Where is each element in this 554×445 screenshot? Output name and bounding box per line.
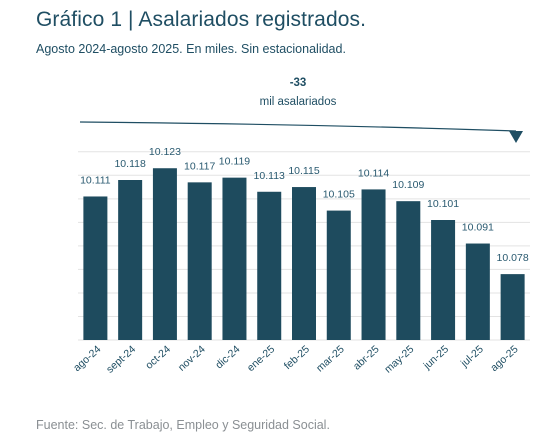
bar-ago-24 [83,196,108,340]
value-label: 10.117 [184,160,215,172]
x-tick-label: nov-24 [176,343,208,374]
x-tick-label: mar-25 [314,343,347,374]
value-label: 10.115 [288,165,319,177]
value-label: 10.111 [80,174,111,186]
value-label: 10.078 [497,252,529,264]
value-label: 10.123 [149,146,181,158]
annotation-text: mil asalariados [260,96,337,108]
x-tick-labels: ago-24 sept-24 oct-24 nov-24 dic-24 ene-25 feb… [71,343,521,375]
x-tick-label: may-25 [382,343,416,375]
value-label: 10.118 [114,158,145,170]
bar-dic-24 [222,177,247,340]
value-label: 10.113 [254,170,285,182]
bar-oct-24 [152,168,177,340]
bars [83,168,525,340]
value-label: 10.101 [427,198,459,210]
chart-subtitle: Agosto 2024-agosto 2025. En miles. Sin e… [36,42,346,56]
arrow-head [509,131,523,143]
value-label: 10.109 [392,179,424,191]
value-label: 10.105 [323,189,355,201]
x-tick-label: jul-25 [458,343,486,370]
bar-may-25 [396,201,421,340]
annotation-value: -33 [290,77,307,89]
bar-sept-24 [118,180,143,340]
x-tick-label: dic-24 [213,343,242,371]
x-tick-label: abr-25 [351,343,382,372]
value-label: 10.114 [358,167,389,179]
value-label: 10.119 [219,156,250,168]
x-tick-label: ago-24 [71,343,103,374]
chart-title: Gráfico 1 | Asalariados registrados. [36,8,367,31]
bar-ene-25 [257,191,282,340]
value-label: 10.091 [462,222,494,234]
bar-jun-25 [431,220,456,340]
x-tick-label: jun-25 [421,343,452,372]
bar-jul-25 [465,243,490,340]
source-note: Fuente: Sec. de Trabajo, Empleo y Seguri… [36,418,330,432]
bar-nov-24 [187,182,212,340]
x-tick-label: ago-25 [488,343,520,374]
bar-feb-25 [292,187,316,340]
trend-arrow [79,121,517,132]
bar-ago-25 [500,274,525,340]
bar-mar-25 [326,210,351,340]
x-tick-label: feb-25 [282,343,312,372]
bar-abr-25 [361,189,386,340]
x-tick-label: oct-24 [143,343,173,372]
x-tick-label: ene-25 [245,343,277,374]
x-tick-label: sept-24 [104,343,138,375]
